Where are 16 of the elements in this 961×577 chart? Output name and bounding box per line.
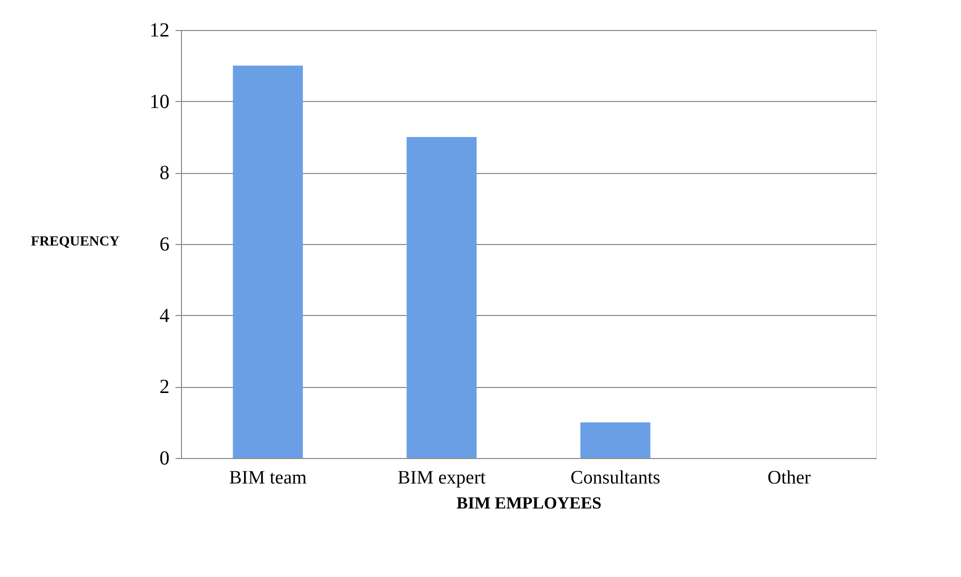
x-axis-title: BIM EMPLOYEES: [456, 494, 602, 512]
x-tick-label: BIM expert: [398, 468, 486, 488]
bar: [232, 66, 303, 458]
y-tick-label: 0: [160, 448, 170, 470]
bar: [406, 137, 477, 458]
y-tick-label: 6: [160, 234, 170, 256]
x-tick-label: Consultants: [570, 468, 660, 488]
y-tick-label: 4: [160, 304, 170, 327]
y-axis-title: FREQUENCY: [30, 234, 120, 250]
x-tick-label: Other: [767, 468, 812, 488]
y-tick-label: 2: [160, 376, 170, 398]
x-tick-label: BIM team: [229, 468, 307, 488]
bar: [580, 422, 650, 458]
y-tick-label: 10: [150, 90, 170, 113]
y-tick-label: 8: [160, 162, 170, 184]
y-tick-label: 12: [150, 20, 170, 42]
